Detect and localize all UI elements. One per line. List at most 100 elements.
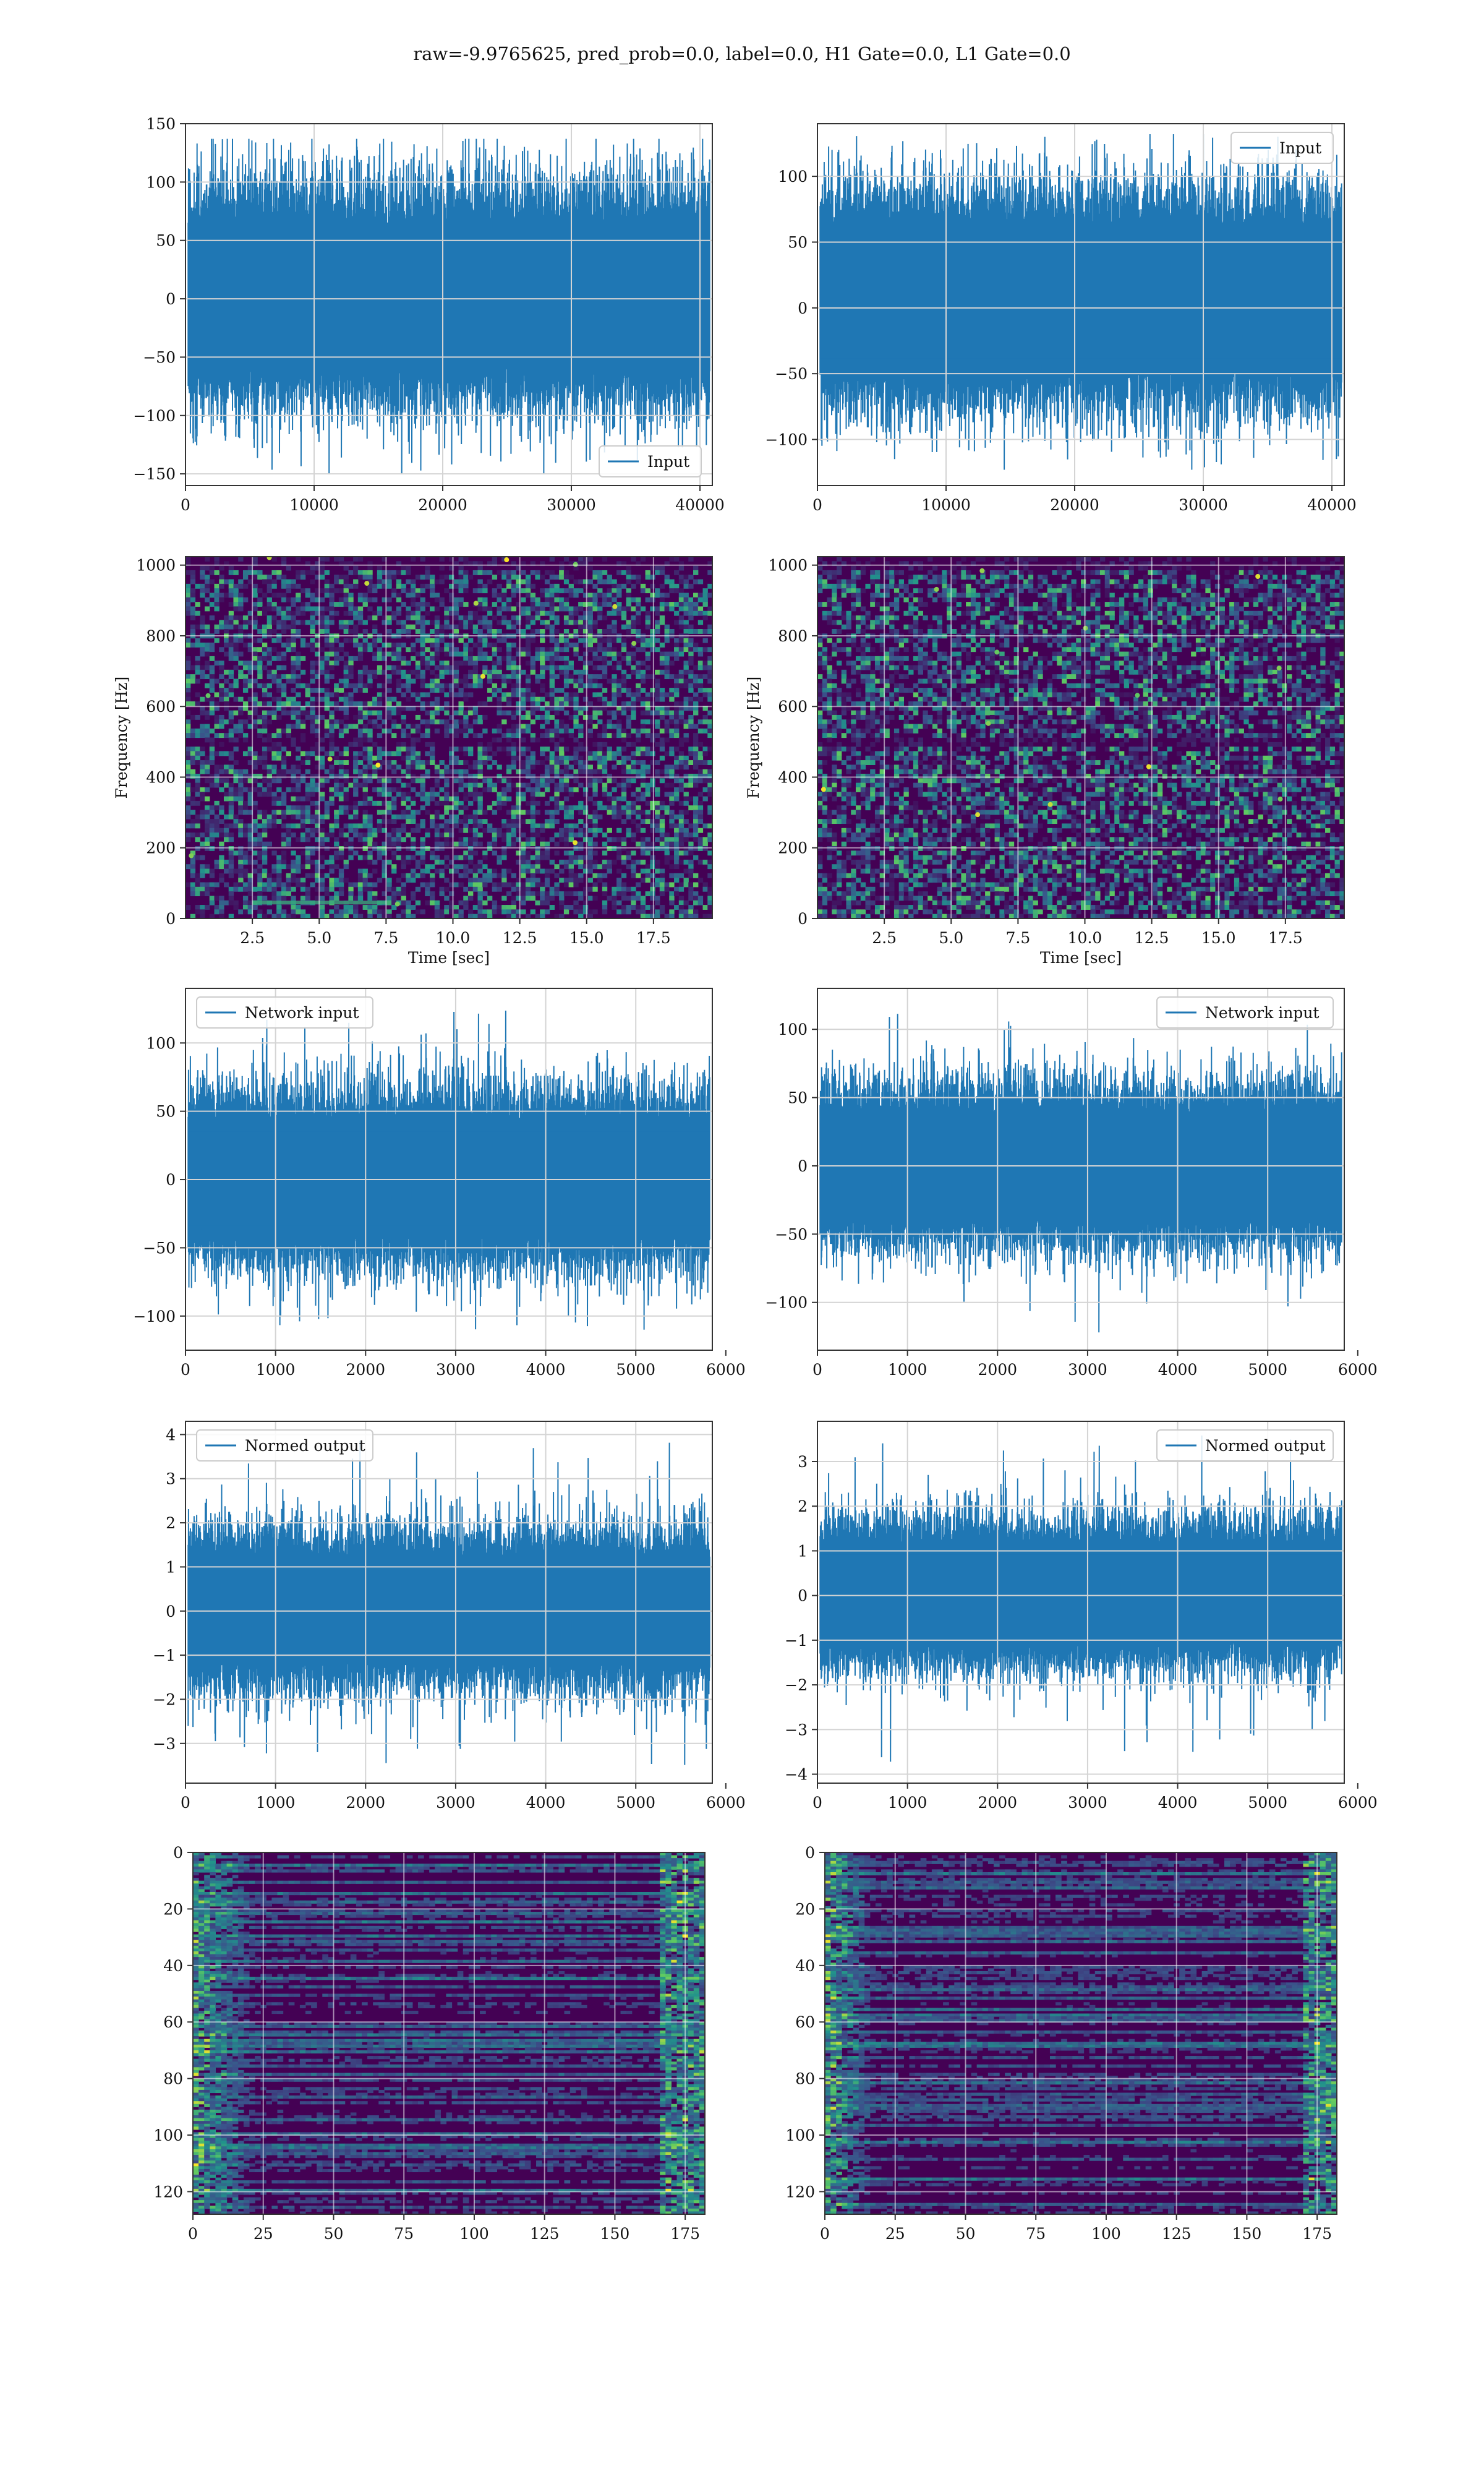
y-tick-label: 50 bbox=[156, 232, 176, 250]
axes-frame bbox=[185, 123, 713, 486]
axes-frame bbox=[185, 1421, 713, 1784]
plot-area bbox=[186, 557, 712, 918]
y-tick-label: 0 bbox=[798, 1587, 808, 1605]
x-tick-label: 100 bbox=[1091, 2225, 1121, 2243]
plot-area bbox=[819, 1435, 1342, 1762]
x-tick-label: 4000 bbox=[526, 1361, 566, 1379]
axes-frame bbox=[817, 1421, 1345, 1784]
panel-r3c1: 0 1000 2000 3000 4000 5000 6000 −100 −50 0 50 100 Ne… bbox=[99, 976, 746, 1437]
y-tick-label: 20 bbox=[795, 1900, 815, 1918]
tick-labels: 0 1000 2000 3000 4000 5000 6000 −3 −2 −1 0 1 2 3 4 bbox=[153, 1426, 746, 1812]
y-tick-label: 800 bbox=[146, 627, 176, 645]
x-tick-label: 0 bbox=[812, 1794, 822, 1812]
x-tick-label: 4000 bbox=[1158, 1794, 1198, 1812]
x-tick-label: 1000 bbox=[256, 1361, 296, 1379]
y-tick-label: 50 bbox=[788, 233, 808, 251]
x-tick-label: 2000 bbox=[346, 1361, 385, 1379]
x-tick-label: 3000 bbox=[1068, 1361, 1107, 1379]
tick-labels: 0 25 50 75 100 125 150 175 0 20 40 60 80 100 120 bbox=[153, 1844, 700, 2243]
axes-frame bbox=[824, 1852, 1337, 2215]
figure-suptitle: raw=-9.9765625, pred_prob=0.0, label=0.0… bbox=[0, 43, 1484, 64]
y-tick-label: 0 bbox=[173, 1844, 183, 1862]
chart-r5c2: 0 25 50 75 100 125 150 175 0 20 40 60 80 100 120 bbox=[785, 1844, 1337, 2243]
x-tick-label: 125 bbox=[1162, 2225, 1192, 2243]
y-tick-label: −100 bbox=[133, 407, 176, 425]
x-tick-label: 175 bbox=[670, 2225, 700, 2243]
x-tick-label: 5000 bbox=[1248, 1361, 1287, 1379]
y-tick-label: 100 bbox=[146, 173, 176, 191]
x-tick-label: 5000 bbox=[616, 1794, 655, 1812]
series-core bbox=[188, 1567, 710, 1651]
spectrogram-cells bbox=[817, 557, 1344, 918]
x-tick-label: 40000 bbox=[675, 496, 725, 514]
x-tick-label: 6000 bbox=[706, 1794, 746, 1812]
x-tick-label: 17.5 bbox=[1268, 929, 1303, 947]
tick-labels: 0 1000 2000 3000 4000 5000 6000 −4 −3 −2 −1 0 1 2 3 bbox=[785, 1453, 1378, 1812]
x-tick-label: 0 bbox=[181, 1361, 190, 1379]
y-tick-label: 0 bbox=[166, 290, 176, 308]
x-tick-label: 30000 bbox=[1179, 496, 1228, 514]
series-core bbox=[188, 1131, 710, 1226]
y-tick-label: 80 bbox=[795, 2070, 815, 2088]
grid-lines bbox=[185, 988, 712, 1350]
x-tick-label: 5.0 bbox=[939, 929, 963, 947]
grid-lines bbox=[185, 1421, 712, 1783]
panel-r5c1: 0 25 50 75 100 125 150 175 0 20 40 60 80 100 120 bbox=[106, 1840, 730, 2301]
y-tick-label: −3 bbox=[785, 1721, 808, 1739]
legend-label: Input bbox=[647, 453, 689, 471]
x-tick-label: 10.0 bbox=[436, 929, 471, 947]
y-tick-label: 0 bbox=[798, 299, 808, 317]
legend: Input bbox=[599, 445, 702, 477]
y-tick-label: −3 bbox=[153, 1735, 176, 1753]
x-tick-label: 2000 bbox=[978, 1361, 1017, 1379]
y-tick-label: 80 bbox=[163, 2070, 183, 2088]
tick-labels: 0 1000 2000 3000 4000 5000 6000 −100 −50 0 50 100 bbox=[133, 1034, 745, 1379]
y-tick-label: 4 bbox=[166, 1426, 176, 1444]
chart-r3c2: 0 1000 2000 3000 4000 5000 6000 −100 −50 0 50 100 Ne… bbox=[765, 988, 1378, 1379]
x-tick-label: 17.5 bbox=[636, 929, 671, 947]
legend-label: Normed output bbox=[1205, 1437, 1326, 1455]
legend: Normed output bbox=[196, 1429, 373, 1462]
legend: Input bbox=[1230, 132, 1334, 164]
x-tick-label: 10000 bbox=[921, 496, 971, 514]
x-tick-label: 12.5 bbox=[503, 929, 537, 947]
y-tick-label: 1 bbox=[166, 1558, 176, 1576]
y-tick-label: 3 bbox=[798, 1453, 808, 1471]
y-tick-label: 1000 bbox=[136, 557, 176, 575]
x-tick-label: 7.5 bbox=[1005, 929, 1030, 947]
panel-r4c1: 0 1000 2000 3000 4000 5000 6000 −3 −2 −1 0 1 2 3 4 Norm… bbox=[99, 1409, 746, 1870]
x-tick-label: 7.5 bbox=[373, 929, 398, 947]
x-tick-label: 125 bbox=[530, 2225, 560, 2243]
y-tick-label: −4 bbox=[785, 1766, 808, 1784]
x-tick-label: 3000 bbox=[1068, 1794, 1107, 1812]
x-tick-label: 4000 bbox=[526, 1794, 566, 1812]
axes-frame bbox=[817, 988, 1345, 1351]
x-tick-label: 100 bbox=[459, 2225, 489, 2243]
y-tick-label: 0 bbox=[166, 1603, 176, 1620]
y-tick-label: −100 bbox=[765, 1294, 808, 1312]
plot-area bbox=[819, 1014, 1342, 1333]
y-tick-label: 200 bbox=[146, 839, 176, 857]
axes-frame bbox=[185, 556, 713, 919]
y-tick-label: 60 bbox=[795, 2013, 815, 2031]
axes-frame bbox=[817, 123, 1345, 486]
x-tick-label: 30000 bbox=[547, 496, 596, 514]
x-tick-label: 2000 bbox=[978, 1794, 1017, 1812]
x-tick-label: 2.5 bbox=[872, 929, 897, 947]
y-tick-label: 400 bbox=[146, 768, 176, 786]
chart-r5c1: 0 25 50 75 100 125 150 175 0 20 40 60 80 100 120 bbox=[153, 1844, 706, 2243]
x-tick-label: 5.0 bbox=[307, 929, 331, 947]
x-tick-label: 25 bbox=[254, 2225, 273, 2243]
x-tick-label: 175 bbox=[1302, 2225, 1332, 2243]
y-tick-label: −50 bbox=[775, 365, 808, 383]
y-tick-label: 20 bbox=[163, 1900, 183, 1918]
y-tick-label: −2 bbox=[785, 1676, 808, 1694]
y-tick-label: 100 bbox=[778, 168, 808, 186]
x-tick-label: 0 bbox=[181, 496, 190, 514]
x-axis-label: Time [sec] bbox=[1040, 949, 1122, 967]
x-tick-label: 1000 bbox=[888, 1361, 927, 1379]
legend: Network input bbox=[1156, 996, 1334, 1029]
x-tick-label: 0 bbox=[820, 2225, 830, 2243]
y-tick-label: 50 bbox=[156, 1103, 176, 1121]
